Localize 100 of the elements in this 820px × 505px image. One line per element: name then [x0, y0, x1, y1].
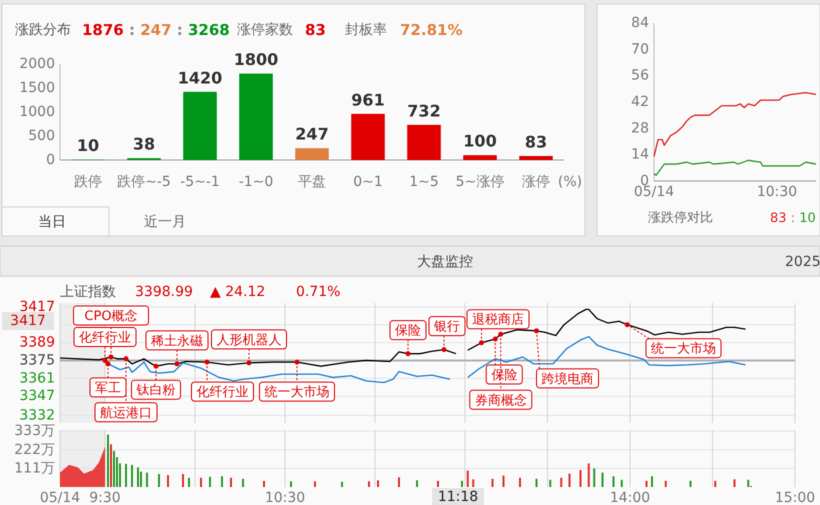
- bar: [580, 470, 582, 487]
- bar: [560, 478, 562, 487]
- text: 1876 : 247 : 3268: [82, 21, 230, 39]
- y-tick-label: 1000: [19, 104, 55, 120]
- annotation: 化纤行业: [79, 330, 131, 346]
- text: 3398.99: [135, 284, 193, 300]
- y-tick-label: 111万: [14, 460, 55, 476]
- bar: [107, 434, 109, 487]
- x-tick-label: 跌停~-5: [117, 174, 171, 190]
- bar: [492, 478, 494, 487]
- bar: [209, 476, 211, 487]
- bar: [125, 464, 127, 487]
- bar: [230, 478, 232, 487]
- annotation: CPO概念: [84, 309, 138, 324]
- text: 涨停家数: [237, 22, 293, 38]
- annotation: 航运港口: [100, 406, 152, 421]
- bar: [182, 474, 184, 487]
- data-label: 1420: [178, 68, 222, 88]
- bar: [407, 124, 441, 160]
- bar: [167, 475, 169, 487]
- x-tick-label: 10:30: [756, 184, 798, 200]
- bar: [747, 480, 750, 487]
- y-tick-label: 3361: [19, 370, 55, 386]
- annotation: 跨境电商: [542, 370, 594, 387]
- bar: [146, 472, 148, 487]
- bar: [461, 480, 463, 487]
- line-series: [653, 160, 817, 176]
- bar: [398, 477, 400, 487]
- y-tick-label: 3347: [19, 388, 55, 404]
- data-label: 732: [407, 101, 441, 120]
- y-tick-label: 84: [631, 15, 650, 31]
- bar: [200, 478, 202, 487]
- annotation: 统一大市场: [651, 342, 716, 357]
- bar: [646, 480, 648, 487]
- data-label: 83: [524, 132, 548, 152]
- bar: [734, 479, 736, 487]
- bar: [690, 480, 692, 487]
- bar: [472, 479, 474, 487]
- bar: [239, 74, 273, 160]
- bar: [502, 476, 504, 487]
- x-tick-label: 涨停: [522, 174, 550, 190]
- x-tick-label: 平盘: [298, 174, 326, 190]
- y-tick-label: 70: [631, 41, 649, 58]
- y-tick-label: 28: [631, 120, 649, 136]
- y-tick-label: 3389: [19, 334, 55, 351]
- annotation: 人形机器人: [216, 332, 282, 348]
- annotation: 退税商店: [472, 312, 524, 328]
- chart-title: 上证指数: [60, 284, 116, 300]
- bar: [295, 148, 329, 160]
- bar: [664, 480, 667, 487]
- bar: [549, 480, 552, 487]
- bar: [519, 156, 553, 160]
- bar: [140, 472, 142, 487]
- text: ▲ 24.12: [210, 284, 266, 300]
- bar: [113, 450, 115, 487]
- bar: [351, 114, 385, 160]
- chart-title: 涨跌分布: [15, 22, 71, 38]
- y-tick-label: 222万: [14, 442, 55, 458]
- bar: [341, 482, 343, 487]
- annotation: 化纤行业: [196, 385, 248, 400]
- bar: [536, 478, 538, 487]
- x-tick-label: 跌停: [74, 174, 102, 190]
- bar: [466, 470, 469, 487]
- data-label: 100: [463, 132, 497, 151]
- bar: [314, 481, 316, 487]
- x-tick-label: 14:00: [610, 490, 650, 505]
- bar: [158, 474, 160, 487]
- bar: [463, 155, 497, 160]
- text: 72.81%: [400, 21, 462, 39]
- bar: [110, 444, 112, 487]
- annotation: 稀土永磁: [151, 332, 203, 349]
- bar: [377, 480, 379, 487]
- bar: [612, 476, 614, 487]
- y-tick-label: 3417: [19, 298, 55, 315]
- bar: [183, 92, 217, 160]
- x-tick-label: -5~-1: [180, 174, 220, 190]
- annotation: 军工: [95, 380, 121, 396]
- x-tick-label: 9:30: [89, 490, 121, 505]
- bar: [131, 464, 133, 487]
- annotation: 钛白粉: [136, 383, 176, 398]
- bar: [602, 472, 604, 487]
- bar: [714, 480, 716, 487]
- x-tick-label: 0~1: [353, 174, 383, 190]
- data-label: 1800: [234, 50, 278, 70]
- bar: [368, 481, 370, 487]
- text: 大盘监控: [417, 254, 473, 270]
- annotation: 银行: [433, 320, 460, 335]
- bar: [651, 476, 653, 487]
- bar: [568, 474, 570, 487]
- bar: [593, 468, 596, 487]
- y-tick-label: 2000: [19, 56, 55, 72]
- text: 2025: [785, 254, 820, 270]
- y-tick-label: 333万: [14, 423, 55, 440]
- text: 11:18: [438, 489, 478, 505]
- bar: [221, 476, 223, 487]
- x-tick-label: 5~涨停: [456, 174, 504, 190]
- y-tick-label: 3332: [19, 407, 55, 424]
- x-tick-label: 10:30: [264, 490, 306, 505]
- bar: [416, 480, 418, 487]
- data-label: 10: [76, 136, 100, 156]
